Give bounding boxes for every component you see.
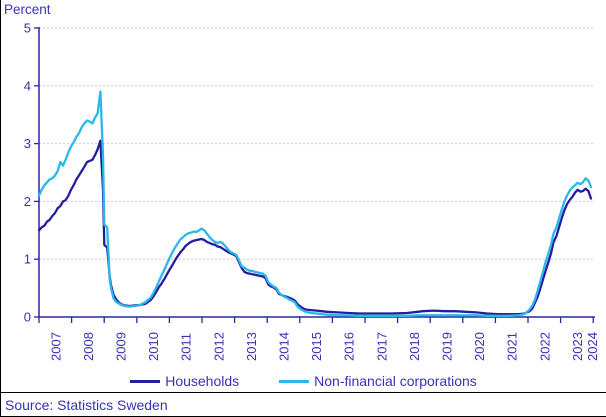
x-tick-label: 2020 (472, 332, 487, 361)
y-tick-label: 4 (24, 78, 31, 93)
source-text: Source: Statistics Sweden (5, 396, 168, 413)
legend-item-households: Households (130, 373, 239, 389)
households-line-swatch (130, 379, 161, 383)
x-tick-label: 2022 (537, 332, 552, 361)
x-tick-label: 2008 (81, 332, 96, 361)
line-chart: 0 1 2 3 4 5 2007 2008 2009 2010 2011 2012 2013 2014 20… (24, 21, 600, 362)
x-tick-label: 2017 (374, 332, 389, 361)
x-tick-label: 2016 (342, 332, 357, 361)
x-tick-label: 2012 (211, 332, 226, 361)
source-bar: Source: Statistics Sweden (1, 392, 606, 416)
legend-label-non-financial-corporations: Non-financial corporations (314, 373, 477, 389)
legend: Households Non-financial corporations (1, 371, 606, 391)
x-tick-label: 2023 (570, 332, 585, 361)
x-tick-label: 2024 (585, 332, 600, 361)
y-tick-label: 1 (24, 252, 31, 267)
non-financial-corporations-series-line (37, 90, 593, 317)
x-tick-label: 2007 (48, 332, 63, 361)
y-tick-label: 2 (24, 194, 31, 209)
x-tick-label: 2009 (114, 332, 129, 361)
x-tick-label: 2019 (440, 332, 455, 361)
y-tick-label: 3 (24, 136, 31, 151)
x-tick-label: 2013 (244, 332, 259, 361)
y-axis-title: Percent (4, 2, 51, 17)
legend-label-households: Households (165, 373, 240, 389)
legend-item-non-financial-corporations: Non-financial corporations (279, 373, 477, 389)
x-tick-label: 2018 (407, 332, 422, 361)
y-tick-label: 5 (24, 21, 31, 36)
x-tick-label: 2014 (277, 332, 292, 361)
households-series-line (37, 139, 593, 316)
x-tick-label: 2011 (179, 333, 194, 361)
corporations-line-swatch (279, 379, 310, 383)
x-tick-label: 2010 (146, 332, 161, 361)
x-tick-label: 2021 (505, 332, 520, 361)
x-tick-label: 2015 (309, 332, 324, 361)
y-tick-label: 0 (24, 310, 31, 325)
